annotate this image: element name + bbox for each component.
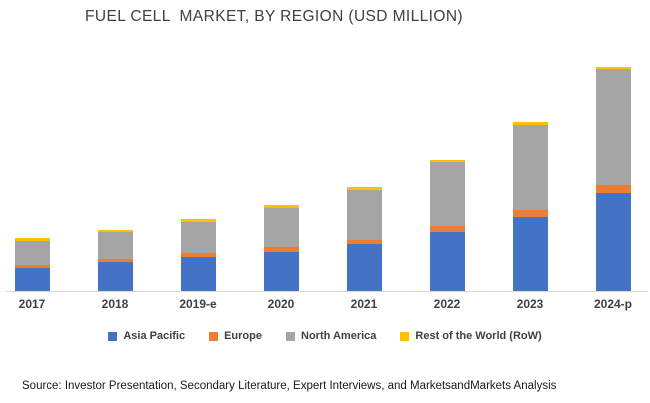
x-axis-label-2021: 2021 <box>350 297 378 311</box>
x-axis-label-2023: 2023 <box>516 297 544 311</box>
segment-europe <box>595 185 631 193</box>
x-axis-label-2017: 2017 <box>18 297 46 311</box>
legend-swatch-europe <box>209 331 219 341</box>
segment-north-america <box>512 124 548 210</box>
segment-europe <box>14 265 50 268</box>
segment-asia-pacific <box>346 243 382 291</box>
segment-rest-of-the-world-row <box>180 219 216 222</box>
legend-label-europe: Europe <box>224 330 262 342</box>
segment-asia-pacific <box>180 256 216 291</box>
segment-europe <box>346 239 382 244</box>
legend-item-north-america: North America <box>286 330 376 342</box>
segment-north-america <box>595 69 631 185</box>
segment-north-america <box>429 162 465 226</box>
segment-rest-of-the-world-row <box>97 229 133 232</box>
bar-2023 <box>512 122 548 291</box>
bar-2021 <box>346 187 382 291</box>
segment-rest-of-the-world-row <box>263 205 299 208</box>
legend: Asia Pacific Europe North America Rest of t… <box>0 330 650 342</box>
segment-asia-pacific <box>97 262 133 291</box>
segment-north-america <box>14 241 50 265</box>
legend-label-asia-pacific: Asia Pacific <box>123 330 186 342</box>
x-axis-label-2019-e: 2019-e <box>179 297 217 311</box>
legend-swatch-asia-pacific <box>108 331 118 341</box>
source-text: Source: Investor Presentation, Secondary… <box>22 380 557 392</box>
segment-rest-of-the-world-row <box>512 122 548 125</box>
segment-asia-pacific <box>14 268 50 291</box>
x-axis-label-2022: 2022 <box>433 297 461 311</box>
legend-item-rest-of-the-world-row: Rest of the World (RoW) <box>400 330 542 342</box>
segment-europe <box>512 209 548 217</box>
segment-rest-of-the-world-row <box>346 187 382 190</box>
bar-2024-p <box>595 66 631 291</box>
segment-rest-of-the-world-row <box>429 159 465 162</box>
bar-2020 <box>263 205 299 291</box>
bar-2022 <box>429 159 465 291</box>
x-axis-label-2024-p: 2024-p <box>593 297 633 311</box>
legend-label-north-america: North America <box>301 330 377 342</box>
segment-north-america <box>97 232 133 259</box>
segment-asia-pacific <box>429 232 465 291</box>
segment-north-america <box>263 207 299 247</box>
bar-2017 <box>14 238 50 291</box>
segment-rest-of-the-world-row <box>595 66 631 69</box>
legend-swatch-north-america <box>286 331 295 341</box>
segment-asia-pacific <box>263 251 299 291</box>
chart-title: FUEL CELL MARKET, BY REGION (USD MILLION… <box>85 8 463 25</box>
plot-area <box>0 60 650 291</box>
segment-asia-pacific <box>512 217 548 291</box>
segment-europe <box>97 258 133 262</box>
segment-north-america <box>346 189 382 240</box>
segment-europe <box>263 246 299 252</box>
legend-item-europe: Europe <box>209 330 262 342</box>
x-axis-label-2018: 2018 <box>101 297 129 311</box>
legend-label-rest-of-the-world-row: Rest of the World (RoW) <box>415 330 542 342</box>
bar-2018 <box>97 229 133 291</box>
legend-item-asia-pacific: Asia Pacific <box>108 330 185 342</box>
segment-europe <box>180 253 216 257</box>
x-axis-label-2020: 2020 <box>267 297 295 311</box>
bar-2019-e <box>180 219 216 291</box>
legend-swatch-rest-of-the-world-row <box>400 331 410 341</box>
x-axis-line <box>5 291 648 292</box>
segment-europe <box>429 226 465 232</box>
segment-rest-of-the-world-row <box>14 238 50 241</box>
segment-asia-pacific <box>595 192 631 291</box>
segment-north-america <box>180 221 216 253</box>
